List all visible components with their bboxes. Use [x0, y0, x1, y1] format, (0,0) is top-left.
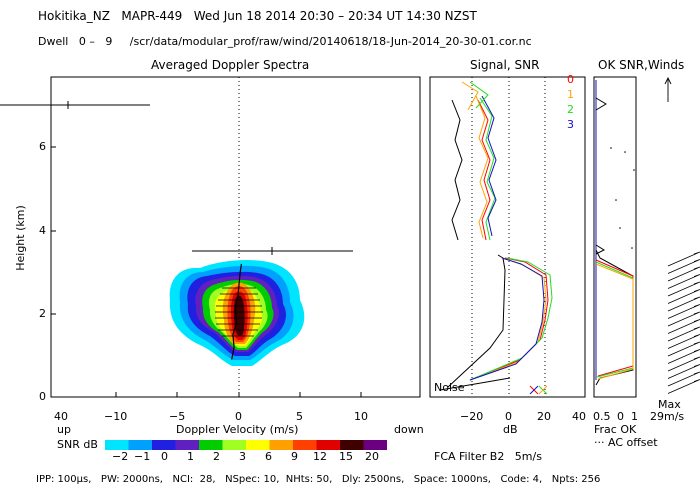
frac-ok-label: Frac OK: [594, 423, 637, 436]
x-tick-label: −10: [104, 410, 128, 423]
colorbar-swatch: [363, 440, 387, 450]
ok-tick-zero: 0: [617, 410, 624, 423]
colorbar-label: 3: [239, 450, 246, 463]
x-extra-left: up: [57, 423, 71, 436]
colorbar-swatch: [175, 440, 199, 450]
colorbar-swatch: [246, 440, 270, 450]
max-label: Max: [658, 398, 681, 411]
dwell-info: Dwell 0 – 9 /scr/data/modular_prof/raw/w…: [38, 35, 532, 48]
colorbar-label: 1: [187, 450, 194, 463]
wind-barb: [667, 349, 700, 364]
snr-frame: [429, 76, 586, 398]
colorbar-swatch: [128, 440, 152, 450]
colorbar-swatch: [269, 440, 293, 450]
y-tick-label: 6: [39, 140, 46, 153]
snr-tick-label: 40: [572, 410, 586, 423]
colorbar-swatch: [199, 440, 223, 450]
max-value: 29m/s: [650, 410, 685, 423]
wind-barb: [667, 311, 700, 327]
ok-title: OK SNR,Winds: [598, 58, 685, 72]
wind-barb: [667, 371, 700, 387]
noise-label: Noise: [434, 381, 465, 394]
ok-frame: [593, 76, 637, 398]
snr-x-label: dB: [503, 423, 518, 436]
spectra-frame: [50, 76, 421, 398]
snr-tick-label: 0: [505, 410, 512, 423]
spectra-contours: [169, 260, 305, 366]
beam-label: 2: [567, 103, 574, 116]
ok-curves: [595, 80, 634, 386]
param-line: IPP: 100μs, PW: 2000ns, NCI: 28, NSpec: …: [36, 474, 601, 485]
colorbar-label: 12: [313, 450, 327, 463]
page-title: Hokitika_NZ MAPR-449 Wed Jun 18 2014 20:…: [38, 9, 477, 23]
wind-barb: [667, 251, 700, 267]
wind-barb: [667, 356, 700, 372]
x-tick-label: 0: [235, 410, 242, 423]
colorbar-label: −2: [112, 450, 129, 463]
x-axis-label: Doppler Velocity (m/s): [176, 423, 299, 436]
beam-label: 0: [567, 73, 574, 86]
colorbar-swatch: [340, 440, 364, 450]
colorbar-label: 15: [339, 450, 353, 463]
colorbar-label: 2: [213, 450, 220, 463]
wind-barb: [667, 341, 700, 357]
x-extra-left-val: 40: [54, 410, 68, 423]
y-tick-label: 4: [39, 224, 46, 237]
wind-barb: [667, 326, 700, 342]
filter-label: FCA Filter B2 5m/s: [434, 450, 542, 463]
spectral-markers: [0, 101, 353, 255]
snr-title: Signal, SNR: [470, 58, 540, 72]
colorbar-swatch: [316, 440, 340, 450]
x-tick-label: −5: [169, 410, 186, 423]
y-axis-label: Height (km): [13, 205, 27, 271]
colorbar-swatch: [152, 440, 176, 450]
y-tick-label: 2: [39, 307, 46, 320]
x-tick-label: 5: [296, 410, 303, 423]
x-tick-label: 10: [354, 410, 368, 423]
ok-tick-label: 1: [631, 410, 638, 423]
colorbar-swatch: [105, 440, 129, 450]
snr-tick-label: 20: [537, 410, 551, 423]
wind-barb: [667, 281, 700, 297]
colorbar-title: SNR dB: [57, 438, 98, 451]
wind-barb: [667, 304, 700, 319]
snr-markers: [529, 385, 548, 395]
colorbar: [105, 440, 387, 450]
wind-barb: [667, 334, 700, 349]
wind-barb: [667, 319, 700, 334]
wind-barb: [667, 364, 700, 379]
wind-barb: [667, 259, 700, 274]
colorbar-swatch: [222, 440, 246, 450]
colorbar-label: 9: [291, 450, 298, 463]
ac-offset-label: ··· AC offset: [594, 436, 658, 449]
beam-label: 1: [567, 88, 574, 101]
colorbar-label: 20: [365, 450, 379, 463]
ok-dots: [610, 147, 635, 249]
colorbar-label: 6: [265, 450, 272, 463]
wind-barb: [667, 274, 700, 289]
colorbar-label: 0: [161, 450, 168, 463]
y-tick-label: 0: [39, 390, 46, 403]
beam-label: 3: [567, 118, 574, 131]
spectra-title: Averaged Doppler Spectra: [151, 58, 310, 72]
wind-barb: [667, 379, 700, 394]
y-ticks: [51, 146, 362, 398]
ok-tick-label: 0.5: [593, 410, 611, 423]
wind-barb: [667, 266, 700, 282]
snr-curves: [439, 81, 553, 391]
snr-tick-label: −20: [460, 410, 484, 423]
colorbar-swatch: [293, 440, 317, 450]
x-extra-right: down: [394, 423, 424, 436]
wind-barbs: [667, 251, 700, 394]
wind-arrows: [664, 76, 672, 102]
wind-barb: [667, 289, 700, 304]
spectral-width-bars: [215, 287, 263, 337]
wind-barb: [667, 296, 700, 312]
mean-velocity-line: [231, 263, 242, 360]
colorbar-label: −1: [134, 450, 151, 463]
